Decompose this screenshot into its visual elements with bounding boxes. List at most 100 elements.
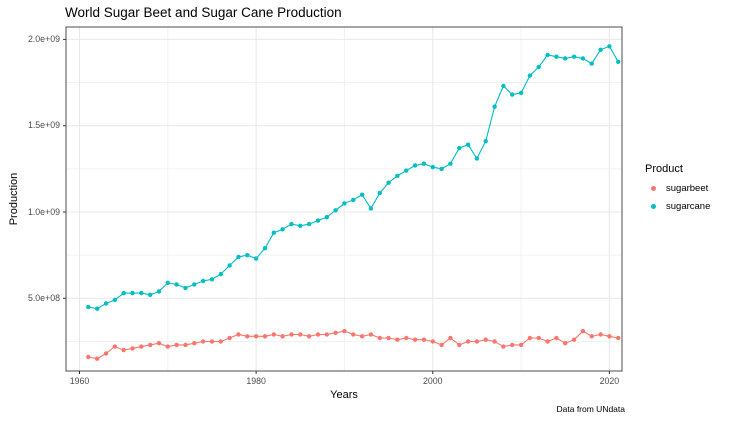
data-point-sugarcane: [386, 180, 391, 185]
data-point-sugarcane: [236, 254, 241, 260]
legend-item-sugarbeet: sugarbeet: [651, 183, 710, 194]
panel-border: [65, 26, 623, 372]
data-point-sugarbeet: [148, 342, 153, 348]
data-point-sugarcane: [377, 190, 382, 196]
data-point-sugarcane: [545, 52, 550, 58]
data-point-sugarcane: [245, 253, 250, 258]
data-point-sugarbeet: [342, 328, 347, 334]
data-point-sugarbeet: [218, 339, 223, 344]
data-point-sugarcane: [306, 221, 312, 227]
data-point-sugarcane: [563, 56, 568, 61]
data-point-sugarbeet: [430, 339, 435, 344]
data-point-sugarbeet: [262, 334, 268, 339]
data-point-sugarbeet: [315, 332, 321, 337]
data-point-sugarbeet: [209, 339, 215, 344]
x-tick-label: 2020: [599, 376, 620, 386]
data-point-sugarcane: [351, 197, 356, 203]
data-point-sugarcane: [589, 61, 594, 66]
data-point-sugarbeet: [306, 334, 312, 339]
data-point-sugarbeet: [510, 342, 515, 348]
data-point-sugarbeet: [103, 351, 109, 356]
legend-label-sugarcane: sugarcane: [666, 201, 711, 212]
data-point-sugarcane: [395, 173, 400, 178]
legend-item-sugarcane: sugarcane: [651, 201, 710, 212]
data-point-sugarbeet: [616, 335, 621, 341]
data-point-sugarcane: [280, 227, 285, 232]
data-point-sugarcane: [554, 54, 559, 59]
data-point-sugarcane: [421, 161, 427, 166]
data-point-sugarcane: [483, 139, 488, 144]
data-point-sugarbeet: [333, 330, 338, 335]
data-point-sugarbeet: [368, 332, 374, 337]
data-point-sugarbeet: [607, 334, 612, 339]
data-point-sugarbeet: [192, 341, 197, 346]
data-point-sugarcane: [262, 246, 268, 251]
data-point-sugarcane: [324, 215, 329, 220]
data-point-sugarcane: [200, 278, 206, 284]
legend-label-sugarbeet: sugarbeet: [666, 183, 709, 194]
data-point-sugarbeet: [536, 335, 541, 341]
y-tick-label: 5.0e+08: [27, 292, 60, 303]
data-point-sugarbeet: [483, 337, 488, 342]
data-point-sugarbeet: [253, 334, 259, 339]
y-tick-label: 1.0e+09: [27, 206, 60, 217]
sugarbeet-point-icon: [651, 186, 656, 191]
data-point-sugarbeet: [351, 332, 356, 337]
x-tick-label: 1960: [69, 376, 90, 386]
data-point-sugarcane: [536, 64, 541, 70]
caption: Data from UNdata: [556, 404, 626, 414]
data-point-sugarbeet: [457, 342, 462, 348]
data-point-sugarbeet: [245, 334, 250, 339]
data-point-sugarbeet: [86, 354, 91, 360]
data-point-sugarbeet: [121, 347, 126, 353]
data-point-sugarbeet: [404, 335, 409, 341]
legend-title: Product: [645, 163, 683, 175]
data-point-sugarbeet: [95, 356, 100, 361]
data-point-sugarcane: [95, 306, 100, 311]
data-point-sugarbeet: [465, 339, 471, 344]
data-point-sugarbeet: [474, 339, 480, 344]
data-point-sugarbeet: [527, 335, 533, 341]
data-point-sugarbeet: [421, 337, 427, 342]
data-point-sugarbeet: [112, 344, 118, 349]
data-point-sugarbeet: [518, 342, 524, 348]
x-tick-label: 1980: [246, 376, 266, 386]
data-point-sugarcane: [227, 263, 232, 268]
data-point-sugarbeet: [598, 332, 603, 337]
data-point-sugarcane: [474, 156, 480, 161]
data-point-sugarcane: [121, 290, 126, 296]
data-point-sugarbeet: [439, 342, 444, 348]
legend: Product sugarbeet sugarcane: [645, 163, 710, 219]
data-point-sugarcane: [368, 206, 374, 211]
y-tick-label: 2.0e+09: [27, 33, 60, 44]
data-point-sugarcane: [527, 73, 533, 78]
data-point-sugarcane: [139, 290, 144, 296]
data-point-sugarbeet: [200, 339, 206, 344]
data-point-sugarbeet: [589, 334, 594, 339]
data-point-sugarcane: [103, 301, 109, 306]
data-point-sugarcane: [465, 142, 471, 147]
data-point-sugarbeet: [386, 335, 391, 341]
data-point-sugarbeet: [448, 335, 453, 341]
data-point-sugarcane: [112, 297, 118, 303]
data-point-sugarbeet: [545, 339, 550, 344]
x-axis-title: Years: [330, 389, 358, 401]
data-point-sugarbeet: [563, 341, 568, 346]
data-point-sugarcane: [404, 168, 409, 173]
data-point-sugarbeet: [298, 332, 303, 337]
data-point-sugarbeet: [227, 335, 232, 341]
data-point-sugarcane: [253, 256, 259, 261]
data-point-sugarcane: [183, 285, 188, 291]
data-point-sugarcane: [148, 292, 153, 297]
data-point-sugarcane: [342, 201, 347, 206]
data-point-sugarcane: [209, 277, 215, 282]
data-point-sugarcane: [501, 83, 506, 89]
data-point-sugarcane: [518, 90, 524, 96]
data-point-sugarcane: [439, 166, 444, 172]
data-point-sugarbeet: [501, 344, 506, 349]
data-point-sugarbeet: [324, 332, 329, 337]
data-point-sugarbeet: [412, 337, 418, 342]
data-point-sugarcane: [156, 289, 162, 294]
